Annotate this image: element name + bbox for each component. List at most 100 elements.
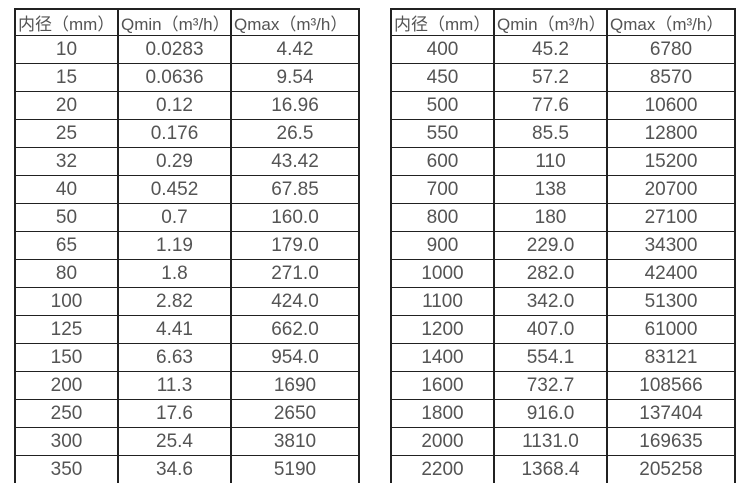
table-cell: 342.0 [493,287,608,316]
table-cell: 57.2 [493,63,608,92]
table-cell: 108566 [606,371,736,400]
flow-rate-table-small-diameters: 内径（mm） Qmin（m³/h） Qmax（m³/h） 10 0.0283 4.4… [14,8,360,483]
table-cell: 42400 [606,259,736,288]
table-cell: 160.0 [230,203,360,232]
column-header-qmin: Qmin（m³/h） [117,8,232,36]
table-cell: 100 [14,287,119,316]
table-cell: 110 [493,147,608,176]
table-cell: 0.0283 [117,35,232,64]
table-cell: 9.54 [230,63,360,92]
table-cell: 6780 [606,35,736,64]
table-cell: 2000 [390,427,495,456]
table-cell: 350 [14,455,119,483]
table-cell: 1100 [390,287,495,316]
table-cell: 34.6 [117,455,232,483]
table-cell: 900 [390,231,495,260]
table-cell: 65 [14,231,119,260]
table-cell: 27100 [606,203,736,232]
table-row: 65 1.19 179.0 [14,231,360,260]
table-cell: 20700 [606,175,736,204]
table-row: 800 180 27100 [390,203,736,232]
table-cell: 0.452 [117,175,232,204]
table-cell: 15200 [606,147,736,176]
table-cell: 179.0 [230,231,360,260]
table-cell: 77.6 [493,91,608,120]
column-header-diameter: 内径（mm） [390,8,495,36]
table-cell: 1600 [390,371,495,400]
table-cell: 954.0 [230,343,360,372]
table-cell: 5190 [230,455,360,483]
table-cell: 407.0 [493,315,608,344]
table-cell: 600 [390,147,495,176]
table-cell: 15 [14,63,119,92]
table-cell: 4.41 [117,315,232,344]
table-row: 1400 554.1 83121 [390,343,736,372]
table-cell: 61000 [606,315,736,344]
table-cell: 17.6 [117,399,232,428]
table-row: 1000 282.0 42400 [390,259,736,288]
table-cell: 51300 [606,287,736,316]
table-cell: 450 [390,63,495,92]
table-row: 1800 916.0 137404 [390,399,736,428]
table-cell: 1400 [390,343,495,372]
table-cell: 43.42 [230,147,360,176]
table-row: 200 11.3 1690 [14,371,360,400]
table-body: 400 45.2 6780 450 57.2 8570 500 77.6 10600 550 85.… [390,35,736,483]
table-row: 80 1.8 271.0 [14,259,360,288]
table-cell: 34300 [606,231,736,260]
table-cell: 550 [390,119,495,148]
table-cell: 4.42 [230,35,360,64]
table-cell: 12800 [606,119,736,148]
table-cell: 45.2 [493,35,608,64]
table-cell: 6.63 [117,343,232,372]
table-cell: 205258 [606,455,736,483]
table-row: 20 0.12 16.96 [14,91,360,120]
table-cell: 0.0636 [117,63,232,92]
table-row: 40 0.452 67.85 [14,175,360,204]
table-cell: 85.5 [493,119,608,148]
table-cell: 700 [390,175,495,204]
table-cell: 2200 [390,455,495,483]
table-cell: 0.29 [117,147,232,176]
table-cell: 1.19 [117,231,232,260]
table-cell: 916.0 [493,399,608,428]
table-cell: 169635 [606,427,736,456]
table-cell: 2650 [230,399,360,428]
header-row: 内径（mm） Qmin（m³/h） Qmax（m³/h） [14,8,360,36]
table-cell: 25.4 [117,427,232,456]
table-cell: 271.0 [230,259,360,288]
table-cell: 2.82 [117,287,232,316]
table-row: 1600 732.7 108566 [390,371,736,400]
table-cell: 1800 [390,399,495,428]
table-row: 15 0.0636 9.54 [14,63,360,92]
table-row: 2000 1131.0 169635 [390,427,736,456]
table-cell: 282.0 [493,259,608,288]
table-cell: 1200 [390,315,495,344]
table-cell: 16.96 [230,91,360,120]
table-cell: 424.0 [230,287,360,316]
table-row: 10 0.0283 4.42 [14,35,360,64]
table-cell: 8570 [606,63,736,92]
table-cell: 400 [390,35,495,64]
table-row: 50 0.7 160.0 [14,203,360,232]
table-cell: 50 [14,203,119,232]
table-row: 400 45.2 6780 [390,35,736,64]
table-cell: 732.7 [493,371,608,400]
column-header-diameter: 内径（mm） [14,8,119,36]
table-cell: 229.0 [493,231,608,260]
flow-rate-table-large-diameters: 内径（mm） Qmin（m³/h） Qmax（m³/h） 400 45.2 6780… [390,8,736,483]
table-row: 1100 342.0 51300 [390,287,736,316]
table-row: 600 110 15200 [390,147,736,176]
column-header-qmin: Qmin（m³/h） [493,8,608,36]
table-cell: 500 [390,91,495,120]
table-cell: 800 [390,203,495,232]
table-cell: 10 [14,35,119,64]
table-row: 2200 1368.4 205258 [390,455,736,483]
table-cell: 0.12 [117,91,232,120]
table-cell: 26.5 [230,119,360,148]
table-cell: 1.8 [117,259,232,288]
table-body: 10 0.0283 4.42 15 0.0636 9.54 20 0.12 16.96 25 0.1… [14,35,360,483]
table-row: 25 0.176 26.5 [14,119,360,148]
table-row: 550 85.5 12800 [390,119,736,148]
